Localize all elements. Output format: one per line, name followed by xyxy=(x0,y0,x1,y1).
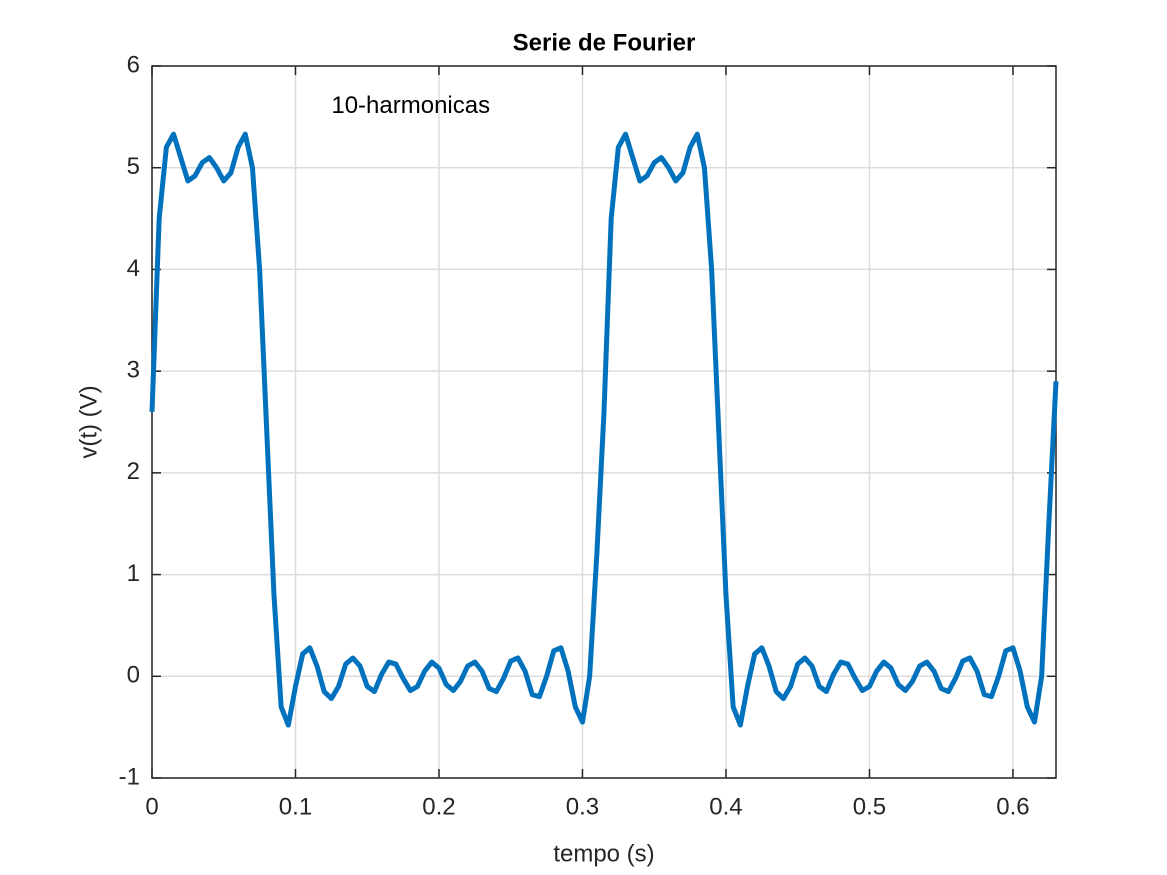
data-line xyxy=(149,131,1059,728)
y-axis-label: v(t) (V) xyxy=(75,385,102,458)
y-tick-label: 2 xyxy=(127,458,140,485)
x-tick-label: 0.1 xyxy=(279,793,312,820)
y-tick-label: 3 xyxy=(127,356,140,383)
y-tick-label: 0 xyxy=(127,662,140,689)
y-tick-label: 1 xyxy=(127,560,140,587)
x-tick-label: 0.3 xyxy=(566,793,599,820)
x-tick-label: 0.4 xyxy=(709,793,742,820)
annotation: 10-harmonicas xyxy=(331,92,490,119)
x-axis-label: tempo (s) xyxy=(553,840,654,867)
x-tick-label: 0.5 xyxy=(853,793,886,820)
chart-title: Serie de Fourier xyxy=(513,29,696,56)
y-tick-label: 4 xyxy=(127,255,140,282)
x-tick-label: 0.2 xyxy=(422,793,455,820)
y-tick-label: 5 xyxy=(127,153,140,180)
y-tick-label: 6 xyxy=(127,51,140,78)
x-tick-label: 0 xyxy=(145,793,158,820)
y-tick-label: -1 xyxy=(119,763,140,790)
x-tick-label: 0.6 xyxy=(996,793,1029,820)
